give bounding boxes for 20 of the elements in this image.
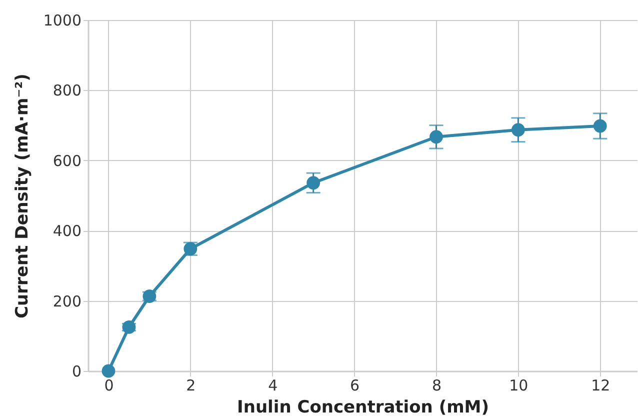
point: [511, 123, 525, 137]
x-tick-label: 2: [186, 376, 196, 394]
y-tick-label: 800: [52, 82, 82, 100]
x-tick-label: 0: [104, 376, 114, 394]
point: [102, 364, 116, 378]
y-tick-label: 1000: [43, 12, 82, 30]
point: [430, 130, 443, 144]
point: [306, 176, 320, 190]
y-tick-label: 200: [52, 292, 82, 310]
x-tick-label: 6: [350, 376, 360, 394]
point: [593, 119, 607, 133]
y-tick-label: 400: [52, 222, 82, 240]
y-tick-label: 0: [72, 362, 82, 380]
x-tick-label: 12: [591, 376, 610, 394]
y-tick-label: 600: [52, 152, 82, 170]
x-tick-label: 10: [509, 376, 528, 394]
x-tick-label: 4: [268, 376, 278, 394]
x-axis-title: Inulin Concentration (mM): [237, 398, 489, 418]
x-tick-label: 8: [432, 376, 442, 394]
y-axis-title: Current Density (mA·m⁻²): [12, 74, 32, 318]
